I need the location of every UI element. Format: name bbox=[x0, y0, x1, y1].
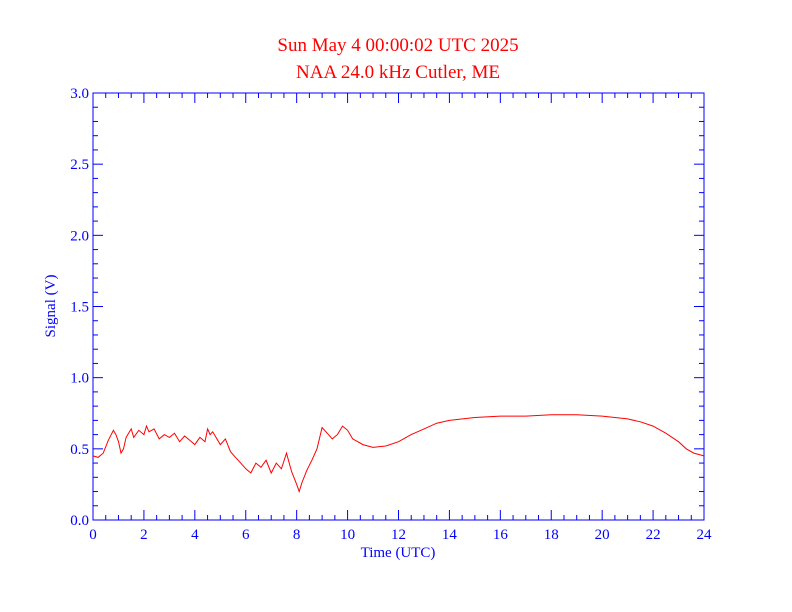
y-tick-label: 0.5 bbox=[70, 442, 89, 458]
x-tick-label: 20 bbox=[595, 527, 610, 543]
x-tick-label: 8 bbox=[293, 527, 301, 543]
y-tick-label: 2.5 bbox=[70, 157, 89, 173]
x-tick-label: 12 bbox=[391, 527, 406, 543]
axis-ticks bbox=[92, 92, 705, 521]
chart-subtitle: NAA 24.0 kHz Cutler, ME bbox=[296, 62, 500, 83]
x-tick-label: 22 bbox=[646, 527, 661, 543]
tick-labels: 0 2 4 6 8 10 12 14 16 18 20 22 240.00.51.01.52.02.53… bbox=[70, 86, 712, 543]
y-tick-label: 2.0 bbox=[70, 228, 89, 244]
y-tick-label: 1.5 bbox=[70, 300, 89, 316]
signal-series-line bbox=[92, 414, 705, 494]
x-axis-label: Time (UTC) bbox=[361, 545, 436, 561]
y-tick-label: 1.0 bbox=[70, 371, 89, 387]
x-tick-label: 18 bbox=[544, 527, 559, 543]
x-tick-label: 10 bbox=[340, 527, 355, 543]
y-tick-label: 3.0 bbox=[70, 86, 89, 102]
plot-frame bbox=[92, 92, 705, 521]
x-tick-label: 2 bbox=[140, 527, 148, 543]
x-tick-label: 6 bbox=[242, 527, 250, 543]
x-tick-label: 0 bbox=[89, 527, 97, 543]
chart-title: Sun May 4 00:00:02 UTC 2025 bbox=[277, 35, 518, 56]
x-tick-label: 4 bbox=[191, 527, 199, 543]
y-axis-label: Signal (V) bbox=[43, 275, 59, 338]
x-tick-label: 14 bbox=[442, 527, 458, 543]
x-tick-label: 24 bbox=[697, 527, 713, 543]
x-tick-label: 16 bbox=[493, 527, 509, 543]
y-tick-label: 0.0 bbox=[70, 513, 89, 529]
